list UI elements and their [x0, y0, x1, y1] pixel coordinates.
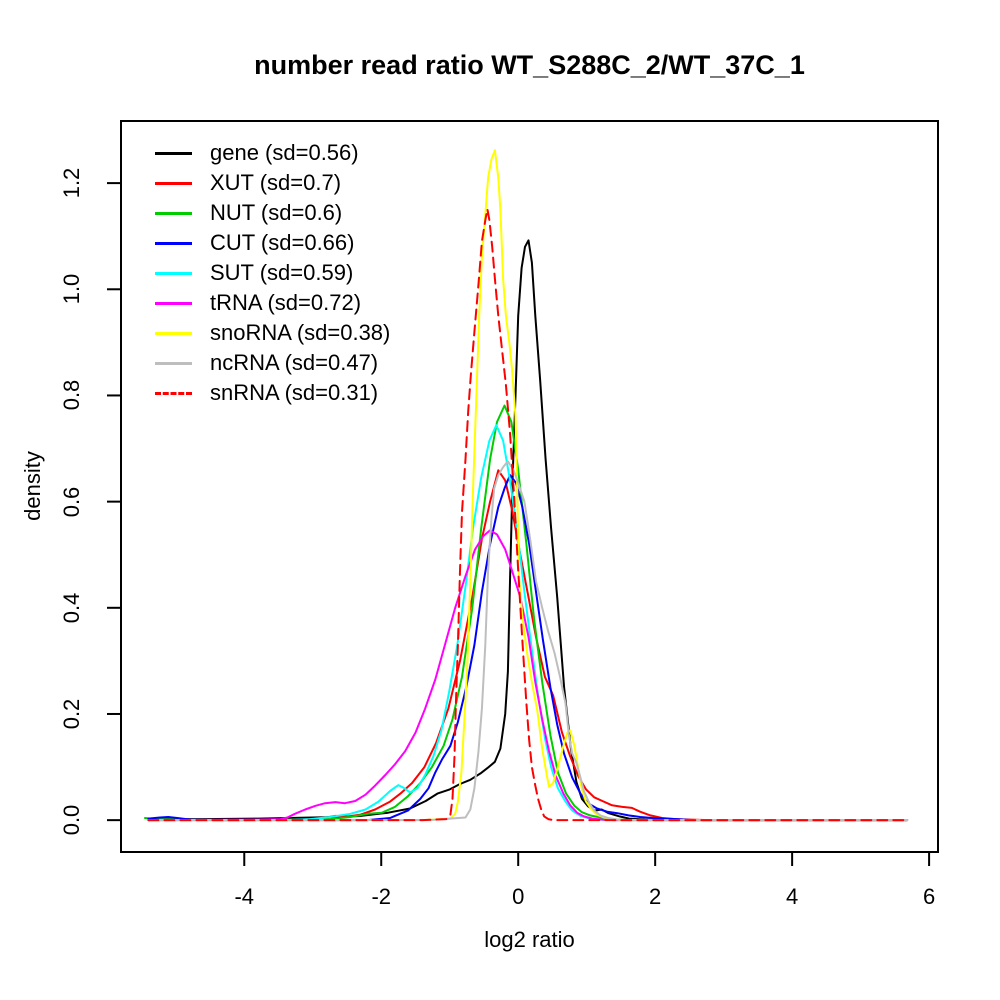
legend-item: snRNA (sd=0.31) [155, 378, 390, 408]
legend-item: snoRNA (sd=0.38) [155, 318, 390, 348]
x-axis-tick-label: 6 [922, 884, 936, 909]
chart-title: number read ratio WT_S288C_2/WT_37C_1 [254, 50, 805, 80]
y-axis-tick-label: 0.8 [59, 380, 84, 411]
legend-label: CUT (sd=0.66) [210, 230, 355, 255]
x-axis-tick-label: -2 [371, 884, 392, 909]
legend-line-swatch [155, 361, 192, 365]
x-axis-label: log2 ratio [484, 927, 575, 952]
legend-line-swatch [155, 181, 192, 185]
legend-item: tRNA (sd=0.72) [155, 288, 390, 318]
legend-item: CUT (sd=0.66) [155, 228, 390, 258]
y-axis-tick-label: 0.0 [59, 804, 84, 836]
legend-line-swatch [155, 241, 192, 245]
legend-label: SUT (sd=0.59) [210, 260, 354, 285]
legend-line-swatch [155, 301, 192, 305]
legend-item: NUT (sd=0.6) [155, 198, 390, 228]
legend-label: NUT (sd=0.6) [210, 200, 343, 225]
x-axis-tick-label: 0 [512, 884, 525, 909]
legend: gene (sd=0.56) XUT (sd=0.7) NUT (sd=0.6) CU… [155, 138, 390, 408]
y-axis-tick-label: 0.4 [59, 592, 84, 624]
legend-label: tRNA (sd=0.72) [210, 290, 362, 315]
legend-item: gene (sd=0.56) [155, 138, 390, 168]
legend-label: gene (sd=0.56) [210, 140, 359, 165]
legend-line-swatch [155, 331, 192, 335]
legend-item: ncRNA (sd=0.47) [155, 348, 390, 378]
y-axis-tick-label: 1.2 [59, 167, 84, 199]
y-axis-tick-label: 0.6 [59, 486, 84, 517]
legend-line-swatch [155, 151, 192, 155]
x-axis-tick-label: -4 [234, 884, 255, 909]
legend-label: snRNA (sd=0.31) [210, 380, 379, 405]
plot-box [120, 120, 939, 853]
y-axis-label: density [20, 451, 45, 521]
curve-tRNA [147, 529, 909, 822]
legend-line-swatch [155, 391, 192, 395]
curve-gene [147, 239, 909, 822]
legend-label: snoRNA (sd=0.38) [210, 320, 391, 345]
legend-label: XUT (sd=0.7) [210, 170, 342, 195]
legend-line-swatch [155, 271, 192, 275]
legend-item: SUT (sd=0.59) [155, 258, 390, 288]
curve-ncRNA [147, 460, 909, 822]
legend-line-swatch [155, 211, 192, 215]
x-axis-tick-label: 2 [649, 884, 662, 909]
y-axis-tick-label: 0.2 [59, 698, 84, 730]
legend-label: ncRNA (sd=0.47) [210, 350, 379, 375]
curve-CUT [147, 474, 909, 822]
curve-SUT [147, 424, 909, 822]
y-axis-tick-label: 1.0 [59, 273, 84, 305]
x-axis-tick-label: 4 [786, 884, 799, 909]
curve-NUT [144, 404, 909, 822]
legend-item: XUT (sd=0.7) [155, 168, 390, 198]
curve-snRNA [147, 208, 909, 822]
